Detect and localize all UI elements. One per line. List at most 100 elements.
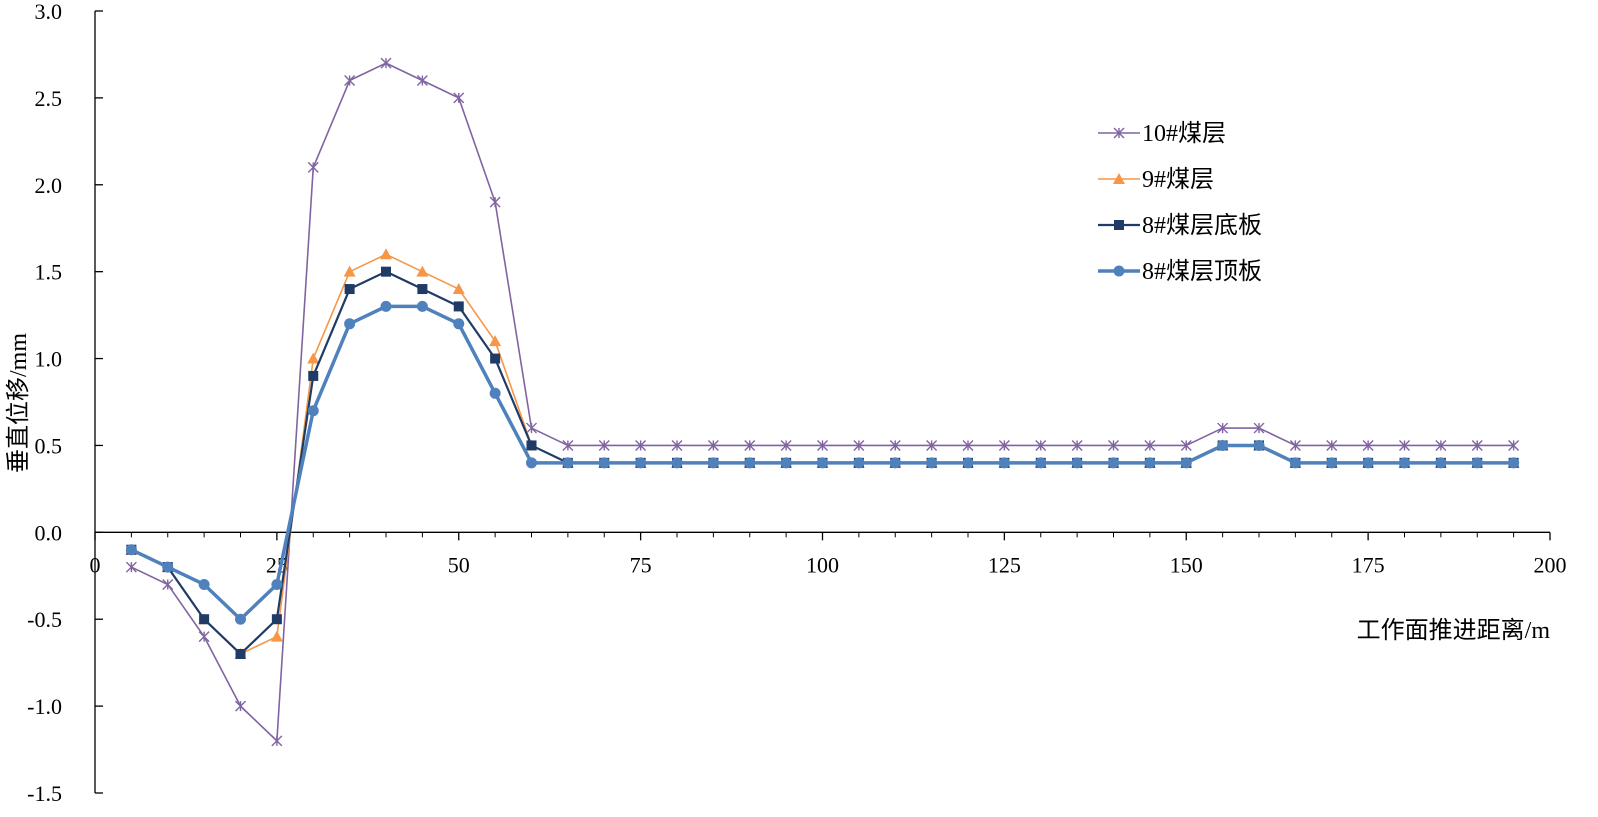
legend-label: 8#煤层底板 <box>1142 212 1262 239</box>
axes: 3.02.52.01.51.00.50.0-0.5-1.0-1.50 25 50 75… <box>27 0 1566 806</box>
data-point <box>1144 439 1156 451</box>
data-point <box>1071 457 1083 469</box>
data-point <box>744 439 756 451</box>
legend-label: 10#煤层 <box>1142 120 1226 147</box>
data-point <box>926 457 938 469</box>
data-point <box>1289 457 1301 469</box>
data-point <box>853 457 865 469</box>
data-point <box>1180 457 1192 469</box>
data-point <box>125 544 137 556</box>
x-tick-label: 200 <box>1534 552 1567 577</box>
data-point <box>1253 439 1265 451</box>
data-point <box>490 353 501 364</box>
series-layer <box>125 57 1520 747</box>
legend-label: 9#煤层 <box>1142 166 1214 193</box>
data-point <box>562 457 574 469</box>
data-point <box>416 265 429 277</box>
data-point <box>235 648 246 659</box>
data-point <box>1114 220 1124 230</box>
data-point <box>1144 457 1156 469</box>
data-point <box>344 318 356 330</box>
y-tick-label: 0.5 <box>35 433 63 458</box>
data-point <box>1471 439 1483 451</box>
data-point <box>526 457 537 469</box>
data-point <box>1508 457 1520 469</box>
data-point <box>1253 422 1265 434</box>
data-point <box>380 57 392 69</box>
data-point <box>635 439 647 451</box>
data-point <box>198 631 210 643</box>
data-point <box>125 561 137 573</box>
y-tick-label: -1.0 <box>27 694 62 719</box>
data-point <box>198 578 210 590</box>
data-point <box>1435 457 1447 469</box>
data-point <box>489 335 502 347</box>
data-point <box>162 561 174 573</box>
x-tick-label: 150 <box>1170 552 1203 577</box>
data-point <box>707 439 719 451</box>
data-point <box>271 735 283 747</box>
data-point <box>598 457 610 469</box>
y-tick-label: 2.0 <box>35 173 63 198</box>
data-point <box>1326 439 1338 451</box>
data-point <box>598 439 610 451</box>
y-axis-title: 垂直位移/mm <box>5 333 32 473</box>
data-point <box>489 196 501 208</box>
y-tick-label: -0.5 <box>27 607 62 632</box>
data-point <box>1113 127 1125 139</box>
data-point <box>744 457 756 469</box>
data-point <box>308 370 319 381</box>
data-point <box>307 352 320 364</box>
data-point <box>889 457 901 469</box>
data-point <box>271 614 282 625</box>
data-point <box>416 75 428 87</box>
data-point <box>635 457 647 469</box>
y-tick-label: 1.5 <box>35 260 63 285</box>
data-point <box>1113 173 1125 184</box>
data-point <box>453 92 465 104</box>
data-point <box>162 578 174 590</box>
x-tick-label: 0 <box>90 552 101 577</box>
data-point <box>780 457 792 469</box>
data-point <box>817 457 828 469</box>
data-point <box>671 439 683 451</box>
data-point <box>452 283 465 295</box>
data-point <box>270 630 283 642</box>
y-tick-label: 2.5 <box>35 86 63 111</box>
data-point <box>1035 439 1047 451</box>
data-point <box>1217 422 1229 434</box>
data-point <box>1289 439 1301 451</box>
data-point <box>417 284 428 295</box>
data-point <box>235 613 246 625</box>
series-triangle <box>125 248 1520 659</box>
data-point <box>562 439 574 451</box>
data-point <box>235 700 246 712</box>
series-star <box>125 57 1520 747</box>
data-point <box>1071 439 1083 451</box>
data-point <box>453 301 464 312</box>
x-tick-label: 175 <box>1352 552 1385 577</box>
legend-entry: 8#煤层顶板 <box>1098 258 1262 285</box>
data-point <box>998 457 1010 469</box>
y-tick-label: 0.0 <box>35 520 63 545</box>
data-point <box>817 439 828 451</box>
data-point <box>1108 439 1119 451</box>
data-point <box>1399 439 1410 451</box>
data-point <box>307 405 319 417</box>
data-point <box>853 439 865 451</box>
data-point <box>1035 457 1047 469</box>
series-line <box>131 62 1514 742</box>
y-tick-label: -1.5 <box>27 781 62 806</box>
data-point <box>1508 439 1520 451</box>
x-tick-label: 125 <box>988 552 1021 577</box>
data-point <box>526 422 537 434</box>
legend-entry: 9#煤层 <box>1098 166 1214 193</box>
legend-label: 8#煤层顶板 <box>1142 258 1262 285</box>
data-point <box>343 265 356 277</box>
data-point <box>416 300 428 312</box>
legend-entry: 8#煤层底板 <box>1098 212 1262 239</box>
data-point <box>1217 439 1229 451</box>
data-point <box>962 439 974 451</box>
data-point <box>926 439 938 451</box>
data-point <box>889 439 901 451</box>
